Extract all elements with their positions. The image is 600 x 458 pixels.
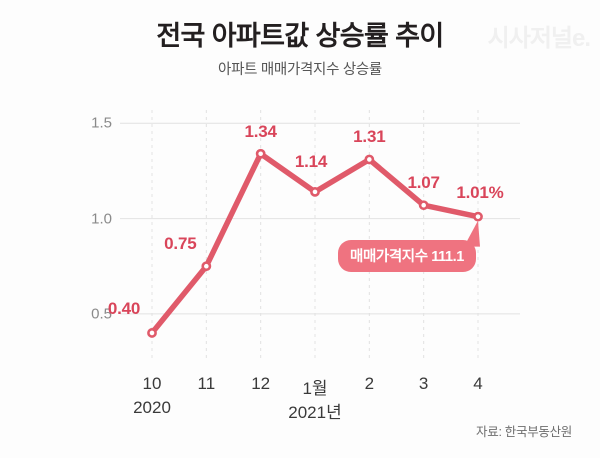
vertical-gridlines (151, 110, 479, 362)
data-point-marker (201, 261, 212, 272)
x-axis-tick-label: 11 (197, 374, 216, 393)
x-axis-tick-label: 2 (364, 374, 375, 393)
y-axis-tick-label: 1.0 (91, 210, 112, 228)
source-attribution: 자료: 한국부동산원 (476, 425, 572, 439)
data-point-marker (310, 186, 320, 197)
y-axis-tick-label: 1.5 (91, 114, 112, 132)
data-point-marker (255, 148, 266, 159)
data-point-value-label: 0.75 (164, 234, 197, 254)
horizontal-gridlines (120, 122, 520, 315)
x-axis-year-label: 2021년 (288, 403, 342, 422)
data-point-value-label: 0.40 (107, 298, 141, 318)
chart-subtitle: 아파트 매매가격지수 상승률 (218, 62, 382, 78)
data-point-value-label: 1.31 (353, 127, 386, 147)
x-axis-tick-label: 12 (251, 374, 271, 393)
data-point-marker (364, 154, 375, 165)
x-axis-tick-label: 4 (473, 374, 483, 393)
x-axis-tick-label: 3 (418, 374, 429, 393)
series-points (147, 148, 483, 338)
brand-logo: 시사저널e. (487, 25, 591, 52)
price-index-callout: 매매가격지수 111.1 (338, 239, 476, 272)
y-axis-tick-label: 0.5 (91, 305, 112, 323)
data-point-marker (418, 200, 429, 211)
x-axis-year-label: 2020 (133, 398, 171, 417)
data-point-value-label: 1.34 (244, 121, 277, 141)
x-axis-tick-label: 10 (142, 374, 162, 393)
data-point-value-label: 1.07 (407, 173, 440, 193)
x-axis-tick-label: 1월 (302, 379, 328, 398)
data-point-value-label: 1.01% (456, 182, 504, 202)
data-point-marker (147, 328, 157, 338)
page-title: 전국 아파트값 상승률 추이 (156, 21, 444, 51)
data-point-marker (473, 211, 483, 222)
data-point-value-label: 1.14 (294, 151, 328, 171)
